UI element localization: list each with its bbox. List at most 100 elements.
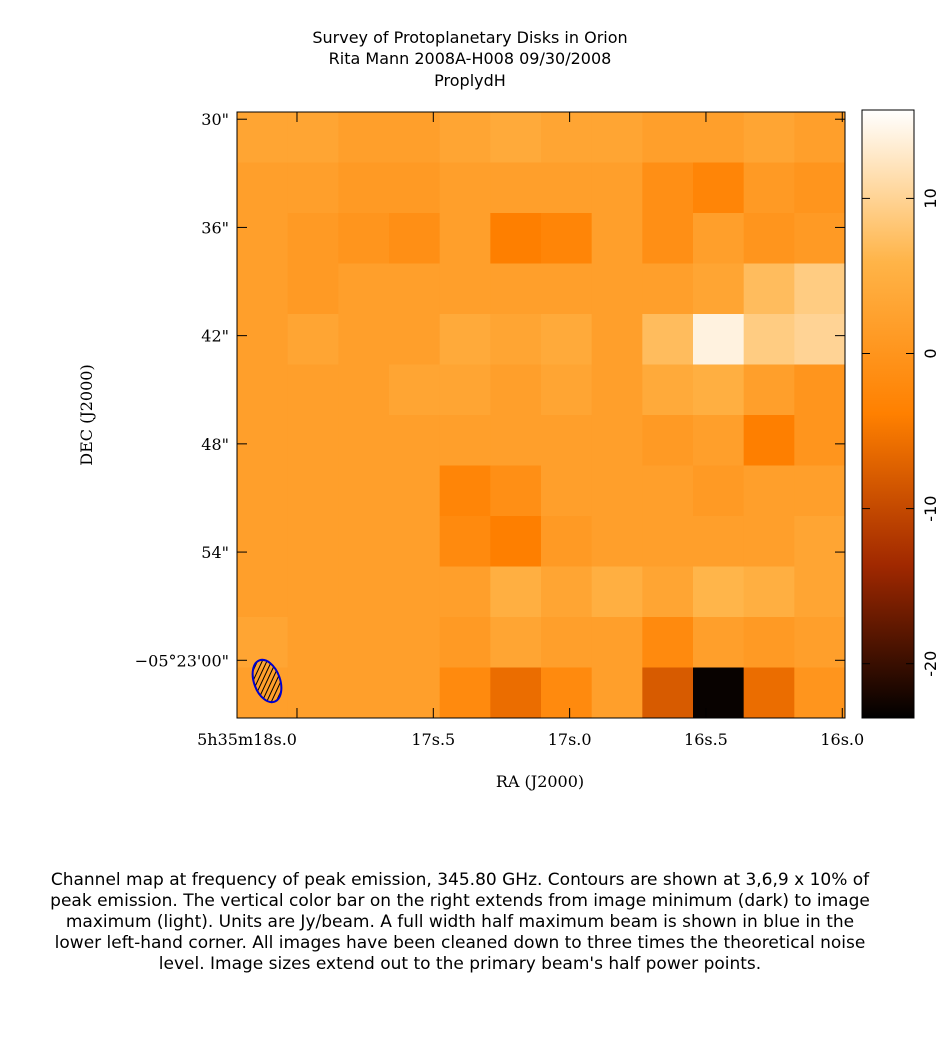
- heatmap-cell: [338, 516, 390, 567]
- x-tick-label: 5h35m18s.0: [197, 730, 297, 749]
- heatmap-cell: [693, 112, 745, 163]
- heatmap-cell: [490, 516, 542, 567]
- heatmap-cell: [591, 667, 643, 719]
- heatmap-cell: [541, 162, 593, 214]
- heatmap-cell: [794, 617, 846, 668]
- heatmap-cell: [642, 314, 694, 365]
- heatmap-cell: [237, 364, 289, 416]
- heatmap-cell: [490, 364, 542, 416]
- heatmap-cell: [743, 364, 795, 416]
- heatmap-cell: [743, 465, 795, 517]
- heatmap-cell: [389, 566, 441, 618]
- heatmap-cell: [693, 162, 745, 214]
- heatmap-cell: [591, 162, 643, 214]
- heatmap-cell: [693, 465, 745, 517]
- heatmap-cell: [389, 213, 441, 264]
- heatmap-cell: [287, 162, 339, 214]
- heatmap-cell: [389, 314, 441, 365]
- heatmap-cell: [338, 213, 390, 264]
- heatmap-cell: [743, 415, 795, 466]
- x-tick-label: 16s.5: [684, 730, 728, 749]
- heatmap-cell: [439, 314, 491, 365]
- heatmap-cell: [287, 667, 339, 719]
- heatmap-cell: [439, 112, 491, 163]
- heatmap-cell: [642, 364, 694, 416]
- heatmap-cell: [439, 465, 491, 517]
- heatmap-cell: [490, 566, 542, 618]
- heatmap-cell: [287, 566, 339, 618]
- chart: Survey of Protoplanetary Disks in Orion …: [77, 28, 939, 791]
- heatmap-cell: [642, 162, 694, 214]
- heatmap-cell: [541, 112, 593, 163]
- heatmap-cell: [490, 667, 542, 719]
- heatmap-cell: [237, 566, 289, 618]
- y-tick-label: 42": [201, 327, 229, 346]
- heatmap-cell: [389, 617, 441, 668]
- heatmap-cell: [794, 112, 846, 163]
- heatmap-cell: [287, 314, 339, 365]
- heatmap-cell: [642, 263, 694, 315]
- heatmap-cell: [642, 415, 694, 466]
- heatmap-cell: [237, 314, 289, 365]
- heatmap-cell: [541, 667, 593, 719]
- heatmap-cell: [591, 213, 643, 264]
- heatmap-cell: [287, 415, 339, 466]
- heatmap-cell: [541, 465, 593, 517]
- heatmap-cell: [642, 566, 694, 618]
- colorbar-tick-label: 10: [921, 188, 939, 208]
- heatmap-cell: [693, 364, 745, 416]
- heatmap-cell: [287, 263, 339, 315]
- heatmap-cell: [439, 566, 491, 618]
- heatmap-cell: [743, 617, 795, 668]
- heatmap-cell: [693, 667, 745, 719]
- chart-subtitle: Rita Mann 2008A-H008 09/30/2008: [329, 49, 612, 68]
- x-tick-label: 17s.5: [411, 730, 455, 749]
- heatmap-cell: [794, 213, 846, 264]
- x-tick-label: 17s.0: [548, 730, 592, 749]
- heatmap-cell: [439, 263, 491, 315]
- heatmap-cell: [541, 415, 593, 466]
- heatmap-cell: [490, 617, 542, 668]
- beam-outline: [251, 658, 283, 704]
- heatmap-cell: [693, 516, 745, 567]
- heatmap-cell: [338, 112, 390, 163]
- y-tick-label: 30": [201, 110, 229, 129]
- heatmap-cell: [389, 263, 441, 315]
- heatmap-cell: [439, 516, 491, 567]
- heatmap-cell: [338, 263, 390, 315]
- heatmap-cell: [338, 162, 390, 214]
- plot-frame: [236, 111, 846, 719]
- heatmap-cell: [693, 263, 745, 315]
- heatmap-cell: [642, 112, 694, 163]
- heatmap-cell: [287, 516, 339, 567]
- heatmap-cell: [237, 263, 289, 315]
- colorbar-tick-label: 0: [921, 348, 939, 358]
- heatmap-cell: [693, 617, 745, 668]
- heatmap-cell: [490, 314, 542, 365]
- heatmap-cell: [338, 667, 390, 719]
- heatmap-cell: [439, 364, 491, 416]
- heatmap-cell: [439, 213, 491, 264]
- heatmap-cell: [338, 566, 390, 618]
- heatmap-cell: [287, 617, 339, 668]
- heatmap-cell: [389, 667, 441, 719]
- caption: Channel map at frequency of peak emissio…: [50, 870, 870, 974]
- heatmap-cell: [338, 314, 390, 365]
- heatmap-cell: [794, 162, 846, 214]
- heatmap-cell: [642, 516, 694, 567]
- heatmap-cell: [693, 415, 745, 466]
- heatmap-cell: [389, 364, 441, 416]
- heatmap-cell: [287, 465, 339, 517]
- heatmap-cell: [591, 617, 643, 668]
- y-tick-label: 48": [201, 435, 229, 454]
- heatmap-cell: [693, 314, 745, 365]
- heatmap-cell: [541, 566, 593, 618]
- heatmap-cell: [591, 465, 643, 517]
- heatmap-cell: [743, 566, 795, 618]
- heatmap-cell: [490, 465, 542, 517]
- colorbar-tick-label: -10: [921, 496, 939, 522]
- heatmap-cell: [693, 566, 745, 618]
- heatmap-cell: [541, 617, 593, 668]
- heatmap-cell: [743, 162, 795, 214]
